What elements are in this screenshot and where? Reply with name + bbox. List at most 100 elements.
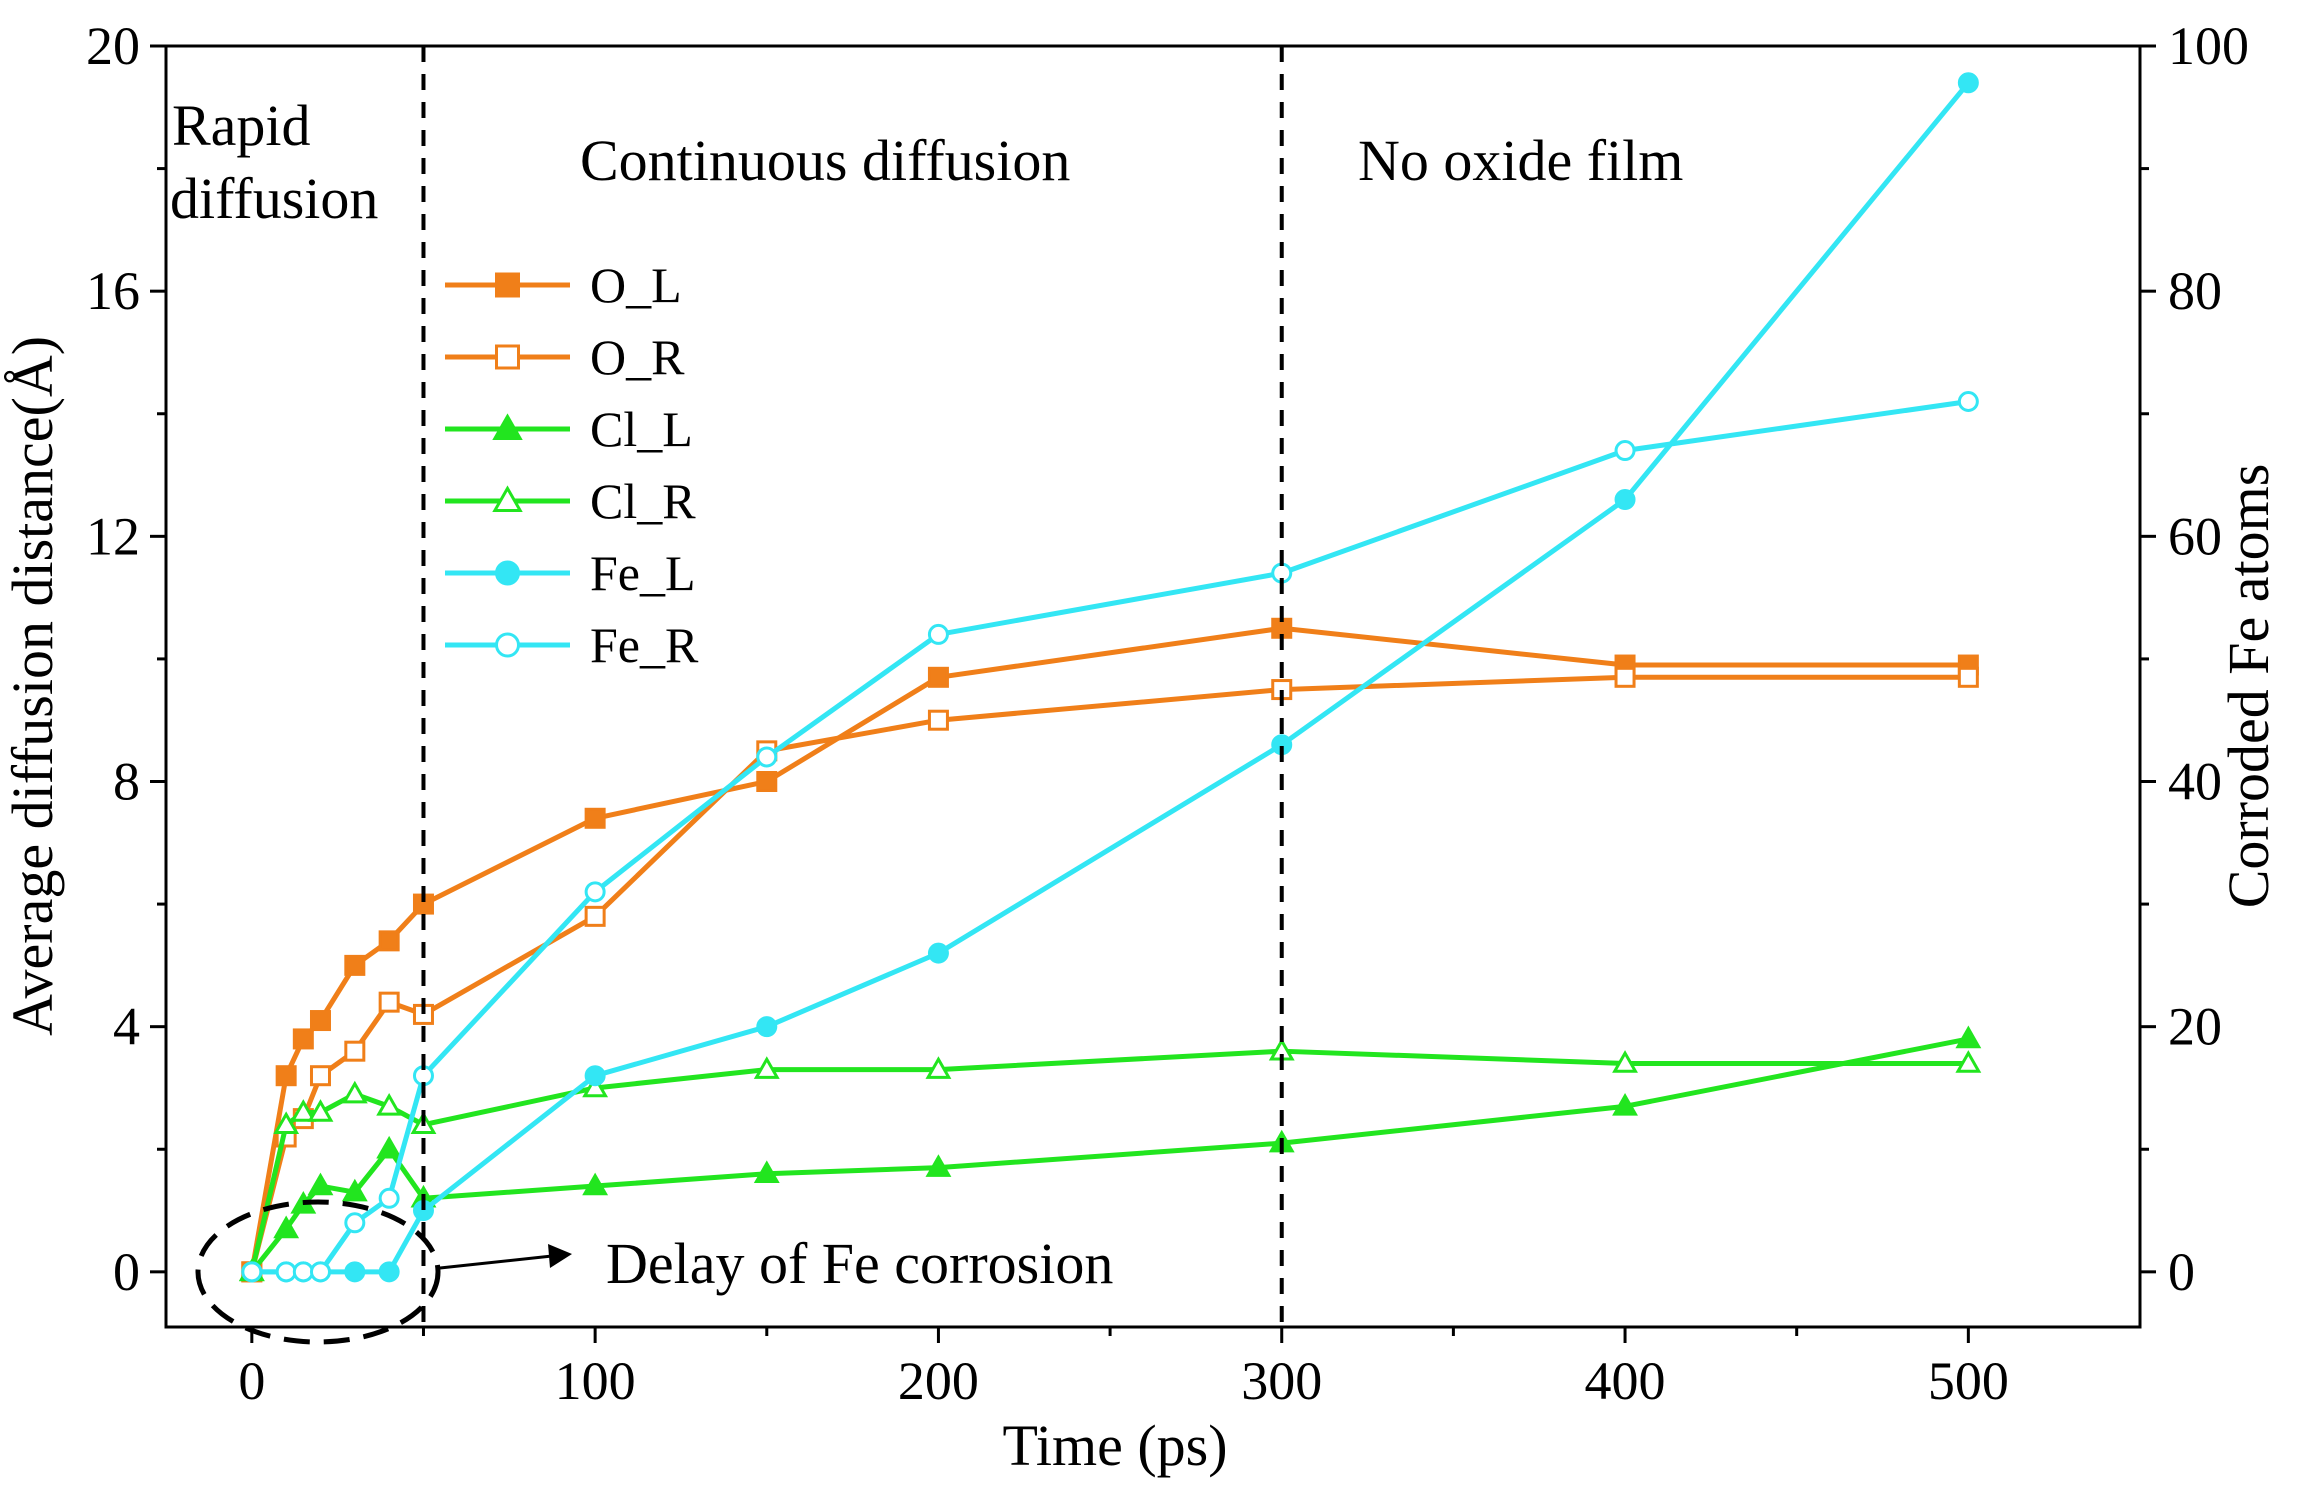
O_R-point <box>309 1065 331 1087</box>
O_R-line <box>249 674 1969 1273</box>
y2-tick-label: 40 <box>2168 752 2222 812</box>
Cl_L-point <box>925 1154 952 1177</box>
y-tick-label: 12 <box>86 506 140 566</box>
O_L-point <box>756 771 778 793</box>
legend-label-Cl_L: Cl_L <box>590 401 693 457</box>
y2-tick-label: 0 <box>2168 1242 2195 1302</box>
legend-label-O_R: O_R <box>590 329 685 385</box>
O_L-point <box>292 1028 314 1050</box>
O_R-point <box>378 991 400 1013</box>
Cl_R-point <box>376 1092 403 1116</box>
O_R-point <box>1614 666 1636 688</box>
delay-arrow <box>439 1254 553 1270</box>
Cl_R-point <box>341 1080 368 1104</box>
legend: O_L O_R Cl_L Cl_R Fe_L Fe_R <box>445 257 699 673</box>
Fe_R-point <box>927 623 949 645</box>
Fe_R-point <box>1614 440 1636 462</box>
y-tick-label: 20 <box>86 16 140 76</box>
Fe_R-point <box>344 1212 366 1234</box>
y-tick-label: 16 <box>86 261 140 321</box>
y2-axis-title: Corroded Fe atoms <box>2216 464 2281 909</box>
y-axis-title: Average diffusion distance(Å) <box>0 336 65 1036</box>
x-axis-title: Time (ps) <box>1002 1413 1227 1478</box>
Cl_R-point <box>1612 1050 1638 1073</box>
Fe_R-point <box>275 1261 297 1283</box>
Fe_L-point <box>495 560 520 586</box>
O_L-point <box>275 1065 297 1087</box>
O_L-point <box>344 954 366 976</box>
O_R-point <box>344 1040 366 1062</box>
legend-label-Cl_R: Cl_R <box>590 473 696 529</box>
y-tick-label: 8 <box>113 752 140 812</box>
O_R-point <box>584 905 606 927</box>
Fe_L-point <box>344 1261 366 1283</box>
O_R-point <box>927 709 949 731</box>
Fe_L-point <box>584 1065 606 1087</box>
Cl_L-point <box>341 1178 368 1202</box>
phase-label-rapid-line1: Rapid <box>172 93 311 158</box>
Fe_R-point <box>1957 390 1979 412</box>
phase-label-rapid-line2: diffusion <box>170 166 378 231</box>
Fe_R-point <box>756 746 778 768</box>
O_R-point <box>495 344 520 370</box>
delay-highlight-ellipse <box>195 1199 441 1345</box>
y-tick-label: 0 <box>113 1242 140 1302</box>
Cl_R-point <box>1955 1050 1982 1073</box>
y2-tick-label: 60 <box>2168 506 2222 566</box>
series-layer <box>238 72 1982 1283</box>
legend-label-O_L: O_L <box>590 257 682 313</box>
Fe_R-point <box>292 1261 314 1283</box>
Cl_L-point <box>582 1172 609 1196</box>
legend-label-Fe_R: Fe_R <box>590 617 699 673</box>
delay-annotation: Delay of Fe corrosion <box>606 1231 1113 1296</box>
O_R-point <box>1957 666 1979 688</box>
Cl_R-point <box>582 1074 609 1098</box>
y-tick-label: 4 <box>113 997 140 1057</box>
phase-label-no-oxide-film: No oxide film <box>1358 128 1683 193</box>
Fe_R-point <box>584 881 606 903</box>
Fe_R-point <box>378 1187 400 1209</box>
Fe_L-point <box>756 1016 778 1038</box>
O_L-point <box>584 807 606 829</box>
O_L-point <box>927 666 949 688</box>
Fe_R-point <box>241 1261 263 1283</box>
y2-tick-label: 100 <box>2168 16 2249 76</box>
O_L-point <box>309 1010 331 1032</box>
O_L-line <box>249 625 1969 1273</box>
O_L-point <box>378 930 400 952</box>
x-tick-label: 400 <box>1585 1351 1666 1411</box>
Fe_L-point <box>1957 72 1979 94</box>
y2-tick-label: 20 <box>2168 997 2222 1057</box>
x-tick-label: 100 <box>555 1351 636 1411</box>
Fe_L-point <box>927 942 949 964</box>
plot-frame <box>164 44 2142 1329</box>
Cl_R-point <box>273 1111 300 1134</box>
Fe_R-point <box>309 1261 331 1283</box>
Cl_L-point <box>1612 1092 1638 1116</box>
x-tick-label: 300 <box>1241 1351 1322 1411</box>
Cl_L-point <box>1955 1025 1982 1049</box>
Cl_R-point <box>925 1056 952 1079</box>
annotation-layer: Rapid diffusion Continuous diffusion No … <box>170 46 1683 1345</box>
x-tick-label: 500 <box>1928 1351 2009 1411</box>
delay-arrow-head <box>548 1244 572 1268</box>
x-tick-label: 0 <box>238 1351 265 1411</box>
x-tick-label: 200 <box>898 1351 979 1411</box>
Cl_L-point <box>753 1160 780 1184</box>
Cl_L-point <box>307 1172 334 1196</box>
Cl_L-point <box>492 413 523 440</box>
Cl_R-point <box>492 485 523 512</box>
y2-tick-label: 80 <box>2168 261 2222 321</box>
Cl_L-point <box>273 1215 300 1239</box>
Fe_L-point <box>1614 489 1636 511</box>
Cl_R-point <box>307 1099 334 1122</box>
Cl_R-point <box>290 1099 317 1122</box>
Cl_R-point <box>753 1056 780 1079</box>
Fe_R-point <box>495 632 520 658</box>
Fe_L-point <box>378 1261 400 1283</box>
phase-label-continuous: Continuous diffusion <box>580 128 1070 193</box>
Cl_L-point <box>376 1135 403 1159</box>
legend-label-Fe_L: Fe_L <box>590 545 696 601</box>
